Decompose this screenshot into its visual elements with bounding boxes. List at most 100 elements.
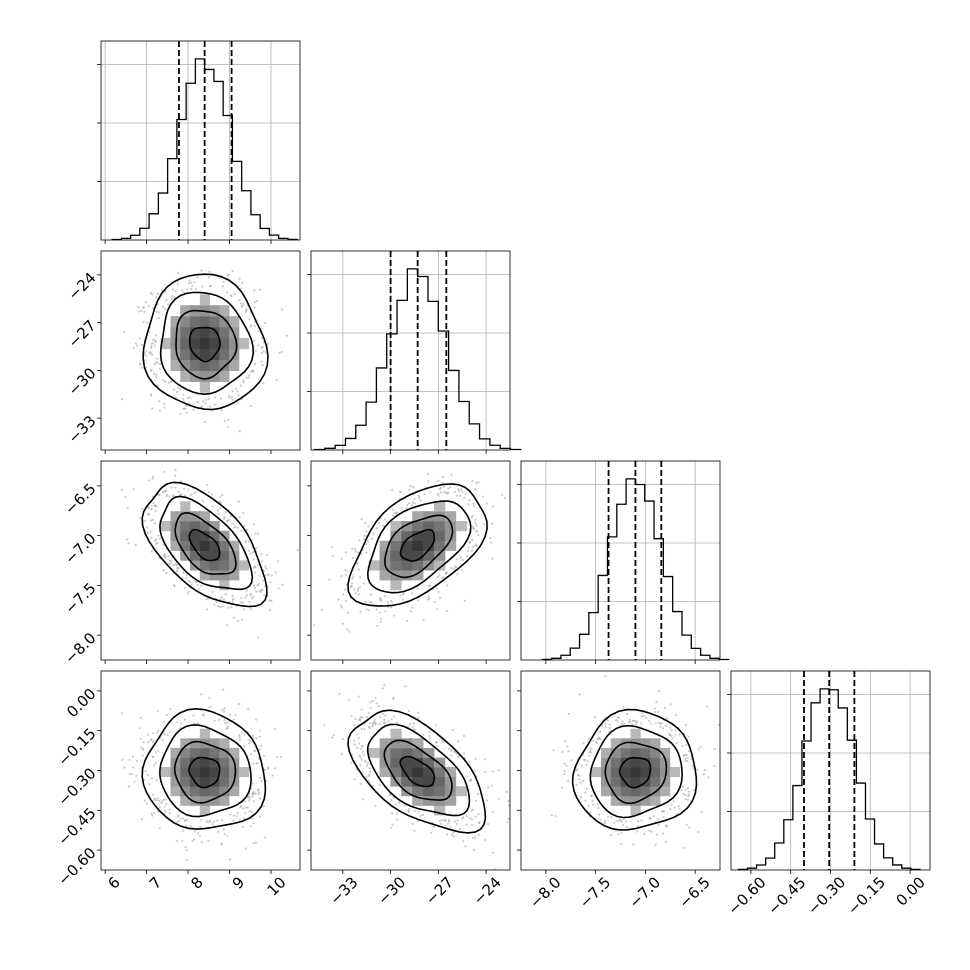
scatter-point (439, 596, 442, 599)
scatter-point (258, 815, 262, 819)
density-cell (209, 316, 220, 328)
scatter-point (380, 599, 383, 602)
scatter-point (154, 761, 157, 765)
density-cell (434, 786, 446, 797)
scatter-point (141, 508, 144, 511)
scatter-point (473, 770, 476, 773)
scatter-point (433, 600, 436, 604)
scatter-point (585, 787, 589, 790)
scatter-point (604, 820, 607, 823)
scatter-point (224, 593, 227, 596)
scatter-point (259, 729, 262, 732)
scatter-point (450, 833, 453, 837)
panel-frame (100, 40, 301, 241)
hist-panel-3 (517, 460, 730, 664)
scatter-point (226, 519, 229, 522)
scatter-point (146, 526, 149, 529)
scatter-point (164, 798, 167, 801)
contour-line (347, 483, 488, 607)
scatter-point (417, 599, 420, 602)
panel-contents (550, 675, 720, 849)
scatter-point (200, 405, 203, 408)
scatter-point (215, 600, 218, 603)
scatter-point (468, 498, 471, 502)
scatter-point (273, 767, 276, 770)
scatter-point (196, 400, 199, 403)
scatter-point (151, 353, 154, 356)
y-tick-label-p4: −0.45 (54, 804, 99, 849)
scatter-point (363, 759, 366, 762)
scatter-point (429, 737, 432, 740)
scatter-point (448, 819, 451, 822)
scatter-point (260, 779, 263, 782)
density-cell (219, 747, 230, 758)
scatter-point (391, 488, 394, 491)
scatter-point (234, 387, 238, 390)
scatter-point (140, 343, 143, 346)
scatter-point (167, 381, 170, 385)
scatter-point (508, 804, 510, 807)
scatter-point (367, 779, 370, 782)
scatter-point (665, 825, 668, 828)
scatter-point (237, 394, 240, 397)
scatter-point (187, 590, 190, 593)
scatter-point (167, 555, 170, 558)
scatter-point (205, 608, 208, 611)
scatter-point (223, 719, 226, 722)
scatter-point (361, 771, 364, 774)
scatter-point (472, 545, 475, 548)
scatter-point (438, 574, 441, 577)
scatter-point (418, 497, 421, 500)
density-cell (650, 767, 661, 777)
scatter-point (550, 814, 553, 817)
scatter-point (262, 579, 265, 582)
scatter-point (174, 474, 177, 477)
scatter-point (563, 762, 566, 765)
scatter-point (457, 740, 460, 743)
scatter-point (231, 522, 234, 525)
scatter-point (132, 488, 135, 491)
scatter-point (373, 718, 376, 721)
scatter-point (158, 494, 161, 497)
y-tick-label-p4: −0.30 (54, 764, 99, 809)
scatter-point (256, 532, 260, 535)
scatter-point (263, 836, 266, 839)
scatter-point (717, 723, 720, 726)
scatter-point (174, 289, 177, 293)
density-cell (412, 757, 424, 768)
density-cell (199, 511, 210, 522)
scatter-point (682, 754, 685, 758)
scatter-point (155, 799, 158, 802)
scatter-point (483, 523, 486, 526)
scatter-point (375, 608, 378, 611)
scatter-point (256, 636, 260, 639)
scatter-point (441, 819, 444, 822)
scatter-point (486, 823, 490, 826)
contour-line (159, 495, 254, 591)
density-cell (423, 776, 435, 787)
x-tick-label-p1: 8 (187, 873, 206, 892)
scatter-point (151, 814, 154, 817)
scatter-point (138, 517, 141, 520)
scatter-point (182, 393, 185, 396)
scatter-point (120, 712, 123, 715)
scatter-point (243, 800, 247, 803)
density-cell (601, 747, 612, 758)
scatter-point (149, 369, 153, 372)
scatter-point (506, 821, 509, 824)
scatter-point (507, 800, 510, 803)
scatter-point (164, 810, 167, 813)
scatter-point (455, 558, 458, 561)
scatter-point (576, 774, 580, 777)
scatter-point (149, 530, 152, 533)
scatter-point (162, 305, 165, 308)
scatter-point (256, 762, 259, 765)
scatter-point (221, 285, 224, 288)
scatter-point (484, 838, 487, 842)
scatter-point (162, 379, 165, 382)
density-cell (390, 747, 402, 758)
scatter-point (684, 788, 688, 792)
density-cell (180, 370, 191, 382)
scatter-point (392, 715, 396, 718)
scatter-point (274, 571, 277, 574)
